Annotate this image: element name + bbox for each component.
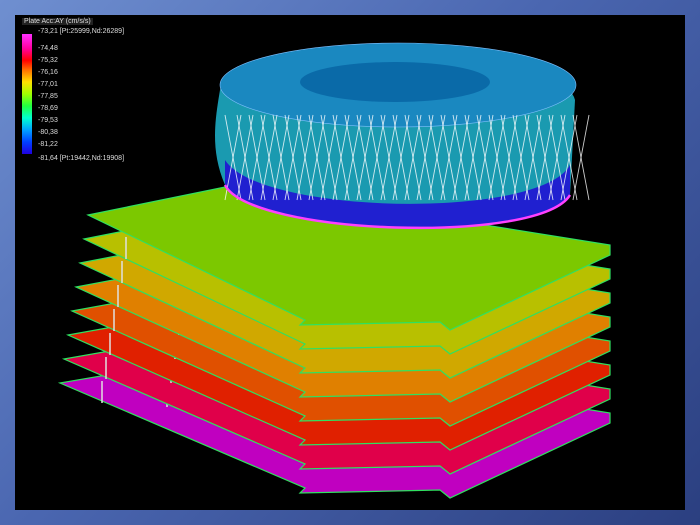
legend-value: -81,64 [Pt:19442,Nd:19908] xyxy=(38,155,125,162)
legend-value: -80,38 xyxy=(38,129,58,136)
legend-value: -77,85 xyxy=(38,93,58,100)
diagrid-member xyxy=(332,114,350,201)
diagrid-member xyxy=(356,114,374,201)
diagrid-member xyxy=(344,114,362,201)
diagrid-member xyxy=(560,114,578,201)
diagrid-member xyxy=(428,114,446,201)
diagrid-member xyxy=(524,114,542,201)
diagrid-member xyxy=(284,114,302,201)
diagrid-member xyxy=(260,114,278,201)
diagrid-member xyxy=(308,114,326,201)
legend-color-bar xyxy=(22,34,32,154)
roof-opening xyxy=(300,62,490,102)
legend-value: -78,69 xyxy=(38,105,58,112)
diagrid-member xyxy=(500,114,518,201)
diagrid-member xyxy=(368,114,386,201)
diagrid-member xyxy=(536,114,554,201)
diagrid-member xyxy=(416,114,434,201)
diagrid-member xyxy=(320,114,338,201)
legend-value: -79,53 xyxy=(38,117,58,124)
diagrid-member xyxy=(380,114,398,201)
diagrid-member xyxy=(452,114,470,201)
legend-value: -76,16 xyxy=(38,69,58,76)
diagrid-member xyxy=(512,114,530,201)
tower-bottom-band xyxy=(225,160,570,228)
diagrid-member xyxy=(248,114,266,201)
legend-title: Plate Acc:AY (cm/s/s) xyxy=(22,18,93,25)
diagrid-member xyxy=(464,114,482,201)
diagrid-member xyxy=(572,114,590,201)
tower-base-ring xyxy=(223,184,572,230)
legend-value: -74,48 xyxy=(38,45,58,52)
legend-value: -73,21 [Pt:25999,Nd:26289] xyxy=(38,28,125,35)
diagrid-member xyxy=(488,114,506,201)
diagrid-member xyxy=(236,114,254,201)
diagrid-member xyxy=(440,114,458,201)
legend-value: -75,32 xyxy=(38,57,58,64)
legend-value: -77,01 xyxy=(38,81,58,88)
legend-value: -81,22 xyxy=(38,141,58,148)
diagrid-member xyxy=(392,114,410,201)
diagrid-member xyxy=(476,114,494,201)
diagrid-member xyxy=(296,114,314,201)
diagrid-member xyxy=(404,114,422,201)
diagrid-member xyxy=(548,114,566,201)
diagrid-member xyxy=(224,114,242,201)
diagrid-member xyxy=(272,114,290,201)
